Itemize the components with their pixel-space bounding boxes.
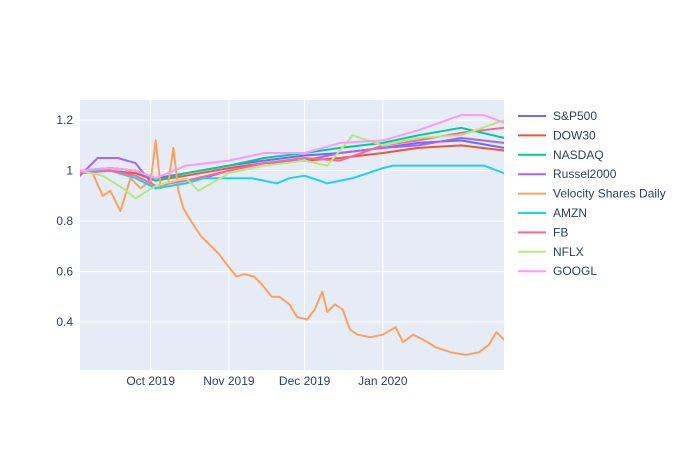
x-tick-label: Jan 2020 — [358, 374, 408, 388]
legend-label: S&P500 — [553, 109, 597, 123]
legend-item[interactable]: AMZN — [518, 206, 587, 220]
legend-item[interactable]: FB — [518, 225, 568, 239]
legend-label: Velocity Shares Daily — [553, 187, 666, 201]
legend-item[interactable]: Velocity Shares Daily — [518, 187, 666, 201]
legend-item[interactable]: Russel2000 — [518, 167, 617, 181]
legend: S&P500 DOW30 NASDAQ Russel2000 Velocity Shar… — [518, 109, 666, 278]
gridlines — [80, 100, 504, 370]
y-tick-label: 1.2 — [56, 113, 73, 127]
legend-label: Russel2000 — [553, 167, 617, 181]
legend-label: AMZN — [553, 206, 587, 220]
legend-label: GOOGL — [553, 264, 597, 278]
y-tick-label: 0.4 — [56, 315, 73, 329]
series-line-amzn — [80, 164, 504, 190]
legend-label: NFLX — [553, 245, 584, 259]
legend-label: DOW30 — [553, 128, 596, 142]
series-line-googl — [80, 114, 504, 180]
y-tick-label: 1 — [66, 164, 73, 178]
series-lines — [80, 114, 504, 356]
axes: 0.4 0.6 0.8 1 1.2 Oct 2019 Nov 2019 Dec 2019 Jan… — [56, 113, 408, 388]
plot-background — [80, 100, 504, 370]
series-line-nflx — [80, 119, 504, 200]
series-line-fb — [80, 126, 504, 187]
legend-item[interactable]: NASDAQ — [518, 148, 604, 162]
x-tick-label: Dec 2019 — [279, 374, 331, 388]
legend-item[interactable]: S&P500 — [518, 109, 597, 123]
legend-label: NASDAQ — [553, 148, 604, 162]
legend-item[interactable]: DOW30 — [518, 128, 596, 142]
legend-item[interactable]: NFLX — [518, 245, 584, 259]
legend-label: FB — [553, 225, 568, 239]
x-tick-label: Nov 2019 — [203, 374, 255, 388]
series-line-velocity-shares-daily — [80, 139, 504, 356]
legend-item[interactable]: GOOGL — [518, 264, 597, 278]
y-tick-label: 0.8 — [56, 214, 73, 228]
x-tick-label: Oct 2019 — [126, 374, 175, 388]
y-tick-label: 0.6 — [56, 265, 73, 279]
